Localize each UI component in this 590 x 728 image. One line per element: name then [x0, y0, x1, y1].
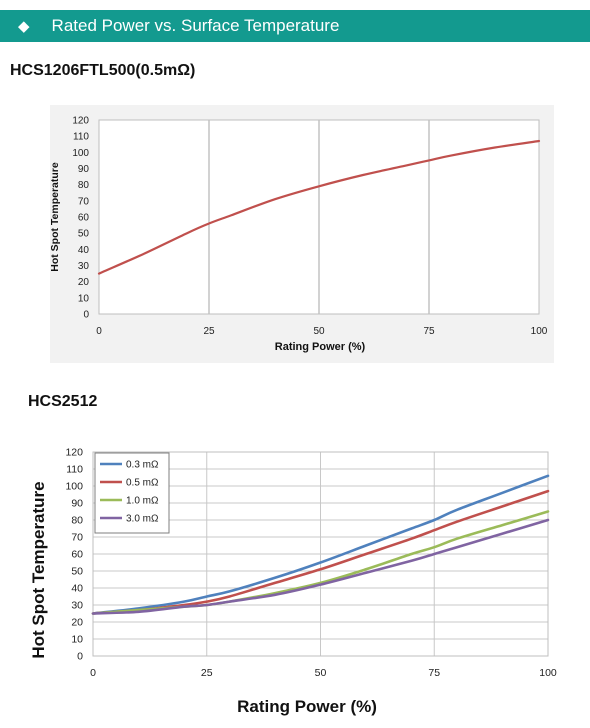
series-line-4 — [91, 518, 550, 615]
y-axis-label: Hot Spot Temperature — [29, 481, 48, 658]
plot-frame — [98, 119, 540, 315]
x-tick-label: 25 — [201, 667, 213, 679]
chart1-subtitle: HCS1206FTL500(0.5mΩ) — [10, 62, 196, 79]
y-tick-label: 40 — [71, 583, 83, 595]
plot-frame — [92, 451, 549, 657]
legend-entry: 1.0 mΩ — [126, 496, 159, 507]
x-tick-label: 100 — [539, 667, 557, 679]
x-tick-label: 50 — [315, 667, 327, 679]
x-axis-label: Rating Power (%) — [237, 697, 377, 716]
x-tick-label: 75 — [423, 326, 435, 337]
y-tick-label: 30 — [71, 600, 83, 612]
section-banner: ◆ Rated Power vs. Surface Temperature — [0, 10, 590, 42]
chart-1: 0 10 20 30 40 50 60 70 80 90 100 110 120 0 25 50 75 100 Ra… — [49, 105, 554, 363]
x-tick-label: 75 — [428, 667, 440, 679]
chart-legend: 0.3 mΩ 0.5 mΩ 1.0 mΩ 3.0 mΩ — [94, 452, 170, 534]
x-tick-label: 0 — [96, 326, 102, 337]
y-tick-label: 70 — [78, 196, 90, 207]
legend-entry: 3.0 mΩ — [126, 514, 159, 525]
y-tick-label: 120 — [72, 116, 89, 127]
y-tick-label: 80 — [78, 180, 90, 191]
y-tick-label: 50 — [71, 566, 83, 578]
y-tick-label: 100 — [65, 481, 83, 493]
y-tick-label: 0 — [77, 651, 83, 663]
legend-entry: 0.5 mΩ — [126, 478, 159, 489]
y-tick-label: 110 — [66, 464, 83, 476]
y-tick-label: 30 — [78, 261, 90, 272]
y-tick-label: 90 — [71, 498, 83, 510]
y-tick-label: 90 — [78, 164, 90, 175]
y-tick-label: 70 — [71, 532, 83, 544]
y-tick-label: 110 — [73, 132, 89, 143]
y-tick-label: 50 — [78, 229, 90, 240]
series-line-1 — [97, 139, 541, 275]
legend-box — [94, 452, 170, 534]
y-tick-label: 40 — [78, 245, 90, 256]
y-tick-label: 60 — [78, 213, 90, 224]
diamond-icon: ◆ — [18, 17, 30, 35]
x-tick-label: 50 — [313, 326, 325, 337]
y-tick-label: 20 — [71, 617, 83, 629]
series-line-2 — [91, 489, 550, 615]
chart2-subtitle: HCS2512 — [28, 393, 98, 410]
y-tick-label: 100 — [72, 148, 89, 159]
series-line-1 — [91, 474, 550, 615]
y-tick-label: 10 — [71, 634, 83, 646]
y-tick-label: 10 — [78, 293, 90, 304]
y-tick-label: 80 — [71, 515, 83, 527]
x-axis-label: Rating Power (%) — [275, 341, 366, 353]
y-tick-label: 20 — [78, 277, 90, 288]
y-tick-label: 0 — [83, 310, 89, 321]
x-tick-label: 100 — [531, 326, 548, 337]
chart-2: 0 10 20 30 40 50 60 70 80 90 100 110 120 0 25 50 75 100 Ra… — [29, 447, 557, 717]
y-axis-label: Hot Spot Temperature — [49, 162, 61, 272]
y-tick-label: 60 — [71, 549, 83, 561]
x-tick-label: 25 — [203, 326, 215, 337]
legend-entry: 0.3 mΩ — [126, 460, 159, 471]
x-tick-label: 0 — [90, 667, 96, 679]
banner-title: Rated Power vs. Surface Temperature — [51, 16, 340, 35]
y-tick-label: 120 — [65, 447, 83, 459]
